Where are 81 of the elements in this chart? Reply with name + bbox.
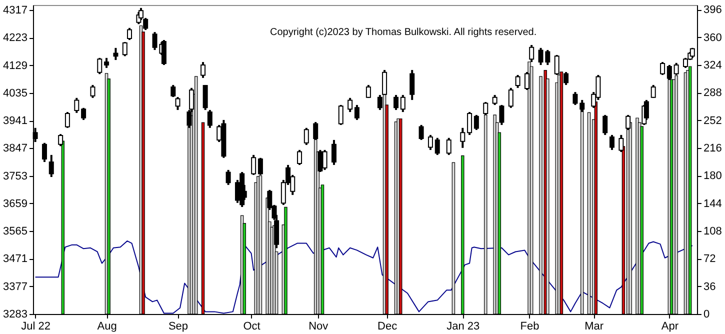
y-tick-label: 3565 xyxy=(3,226,28,238)
x-tick-label: Dec xyxy=(378,320,398,332)
candlestick xyxy=(338,104,344,126)
candlestick xyxy=(492,94,498,106)
y-tick-label: 3847 xyxy=(3,142,28,155)
candlestick xyxy=(331,138,336,166)
x-tick-label: Oct xyxy=(243,320,260,332)
x-tick-label: Mar xyxy=(584,320,604,332)
candlestick xyxy=(90,84,96,99)
candlestick xyxy=(64,111,70,129)
y-tick-label: 3283 xyxy=(3,308,28,320)
y-tick-label: 4317 xyxy=(3,4,28,16)
candlestick xyxy=(394,94,399,111)
candlestick xyxy=(410,68,415,101)
y2-tick-label: 36 xyxy=(704,280,716,293)
candlestick xyxy=(122,41,128,58)
candlestick xyxy=(161,38,166,66)
candlestick xyxy=(297,148,302,166)
y2-tick-label: 0 xyxy=(704,308,710,320)
candlestick xyxy=(602,114,608,136)
candlestick xyxy=(74,96,80,114)
candlestick xyxy=(446,136,452,156)
candlestick xyxy=(81,106,86,121)
y2-tick-label: 144 xyxy=(704,198,722,210)
candlestick xyxy=(127,26,132,41)
candlestick xyxy=(400,94,406,114)
candlestick xyxy=(200,61,206,79)
candlestick xyxy=(226,168,231,186)
candlestick xyxy=(609,134,614,151)
candlestick xyxy=(104,56,110,69)
candlestick xyxy=(202,84,208,111)
y2-tick-label: 180 xyxy=(704,170,722,182)
candlestick xyxy=(508,86,514,109)
x-tick-label: Jul 22 xyxy=(21,320,50,332)
candlestick xyxy=(170,84,176,98)
y-tick-label: 4035 xyxy=(3,87,28,100)
x-tick-label: Apr xyxy=(661,320,679,332)
candlestick xyxy=(474,114,479,131)
candlestick xyxy=(251,154,256,176)
candlestick xyxy=(42,142,47,163)
candlestick xyxy=(515,74,520,89)
y2-tick-label: 108 xyxy=(704,225,722,238)
x-tick-label: Sep xyxy=(168,320,188,332)
candlestick xyxy=(175,96,180,111)
candlestick xyxy=(48,154,54,178)
y-tick-label: 3659 xyxy=(3,198,28,210)
y2-tick-label: 72 xyxy=(704,253,716,266)
x-tick-label: Jan 23 xyxy=(446,320,480,332)
y-tick-label: 4129 xyxy=(3,60,28,72)
y2-tick-label: 360 xyxy=(704,32,722,44)
candlestick xyxy=(348,96,353,114)
candlestick xyxy=(113,46,118,61)
candlestick xyxy=(418,124,424,141)
y2-tick-label: 288 xyxy=(704,87,722,100)
x-tick-label: Nov xyxy=(308,320,329,332)
candlestick xyxy=(650,84,656,99)
candlestick xyxy=(644,98,649,121)
y2-tick-label: 252 xyxy=(704,114,722,127)
y-tick-label: 3753 xyxy=(3,170,28,182)
y-tick-label: 3377 xyxy=(3,280,28,293)
candlestick xyxy=(467,111,472,136)
y-tick-label: 3941 xyxy=(3,115,28,128)
candlestick xyxy=(572,91,578,106)
y2-tick-label: 216 xyxy=(704,142,722,154)
x-tick-label: Aug xyxy=(97,320,117,332)
candlestick xyxy=(434,136,440,156)
y-tick-label: 4223 xyxy=(3,32,28,44)
candlestick xyxy=(97,56,102,76)
y2-tick-label: 396 xyxy=(704,4,722,16)
candlestick xyxy=(304,126,309,146)
candlestick xyxy=(207,108,212,129)
candlestick xyxy=(366,84,371,99)
candlestick xyxy=(354,104,360,121)
candlestick xyxy=(428,134,433,151)
y2-tick-label: 324 xyxy=(704,59,722,72)
y-tick-label: 3471 xyxy=(3,253,28,266)
annotation: Copyright (c)2023 by Thomas Bulkowski. All rights reserved. xyxy=(270,27,537,38)
x-tick-label: Feb xyxy=(520,320,540,332)
candlestick xyxy=(460,126,466,149)
candlestick xyxy=(660,61,666,76)
candlestick xyxy=(152,31,158,51)
